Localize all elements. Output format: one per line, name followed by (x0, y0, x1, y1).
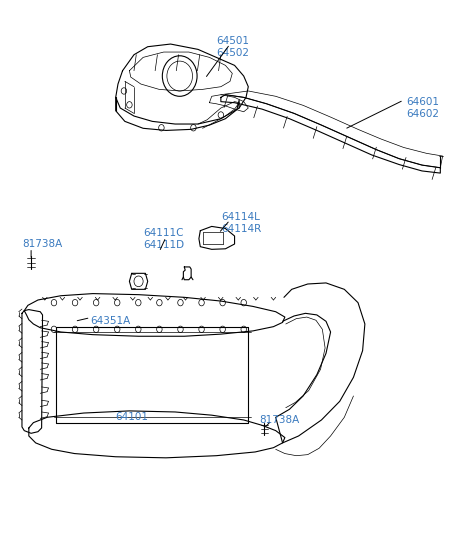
Text: 64114L
64114R: 64114L 64114R (220, 212, 261, 234)
Text: 64601
64602: 64601 64602 (405, 98, 438, 119)
Text: 81738A: 81738A (22, 239, 62, 249)
Text: 81738A: 81738A (259, 415, 299, 425)
Text: 64351A: 64351A (90, 316, 130, 326)
Text: 64101: 64101 (116, 412, 148, 422)
Text: 64501
64502: 64501 64502 (215, 36, 248, 58)
Text: 64111C
64111D: 64111C 64111D (143, 228, 184, 250)
